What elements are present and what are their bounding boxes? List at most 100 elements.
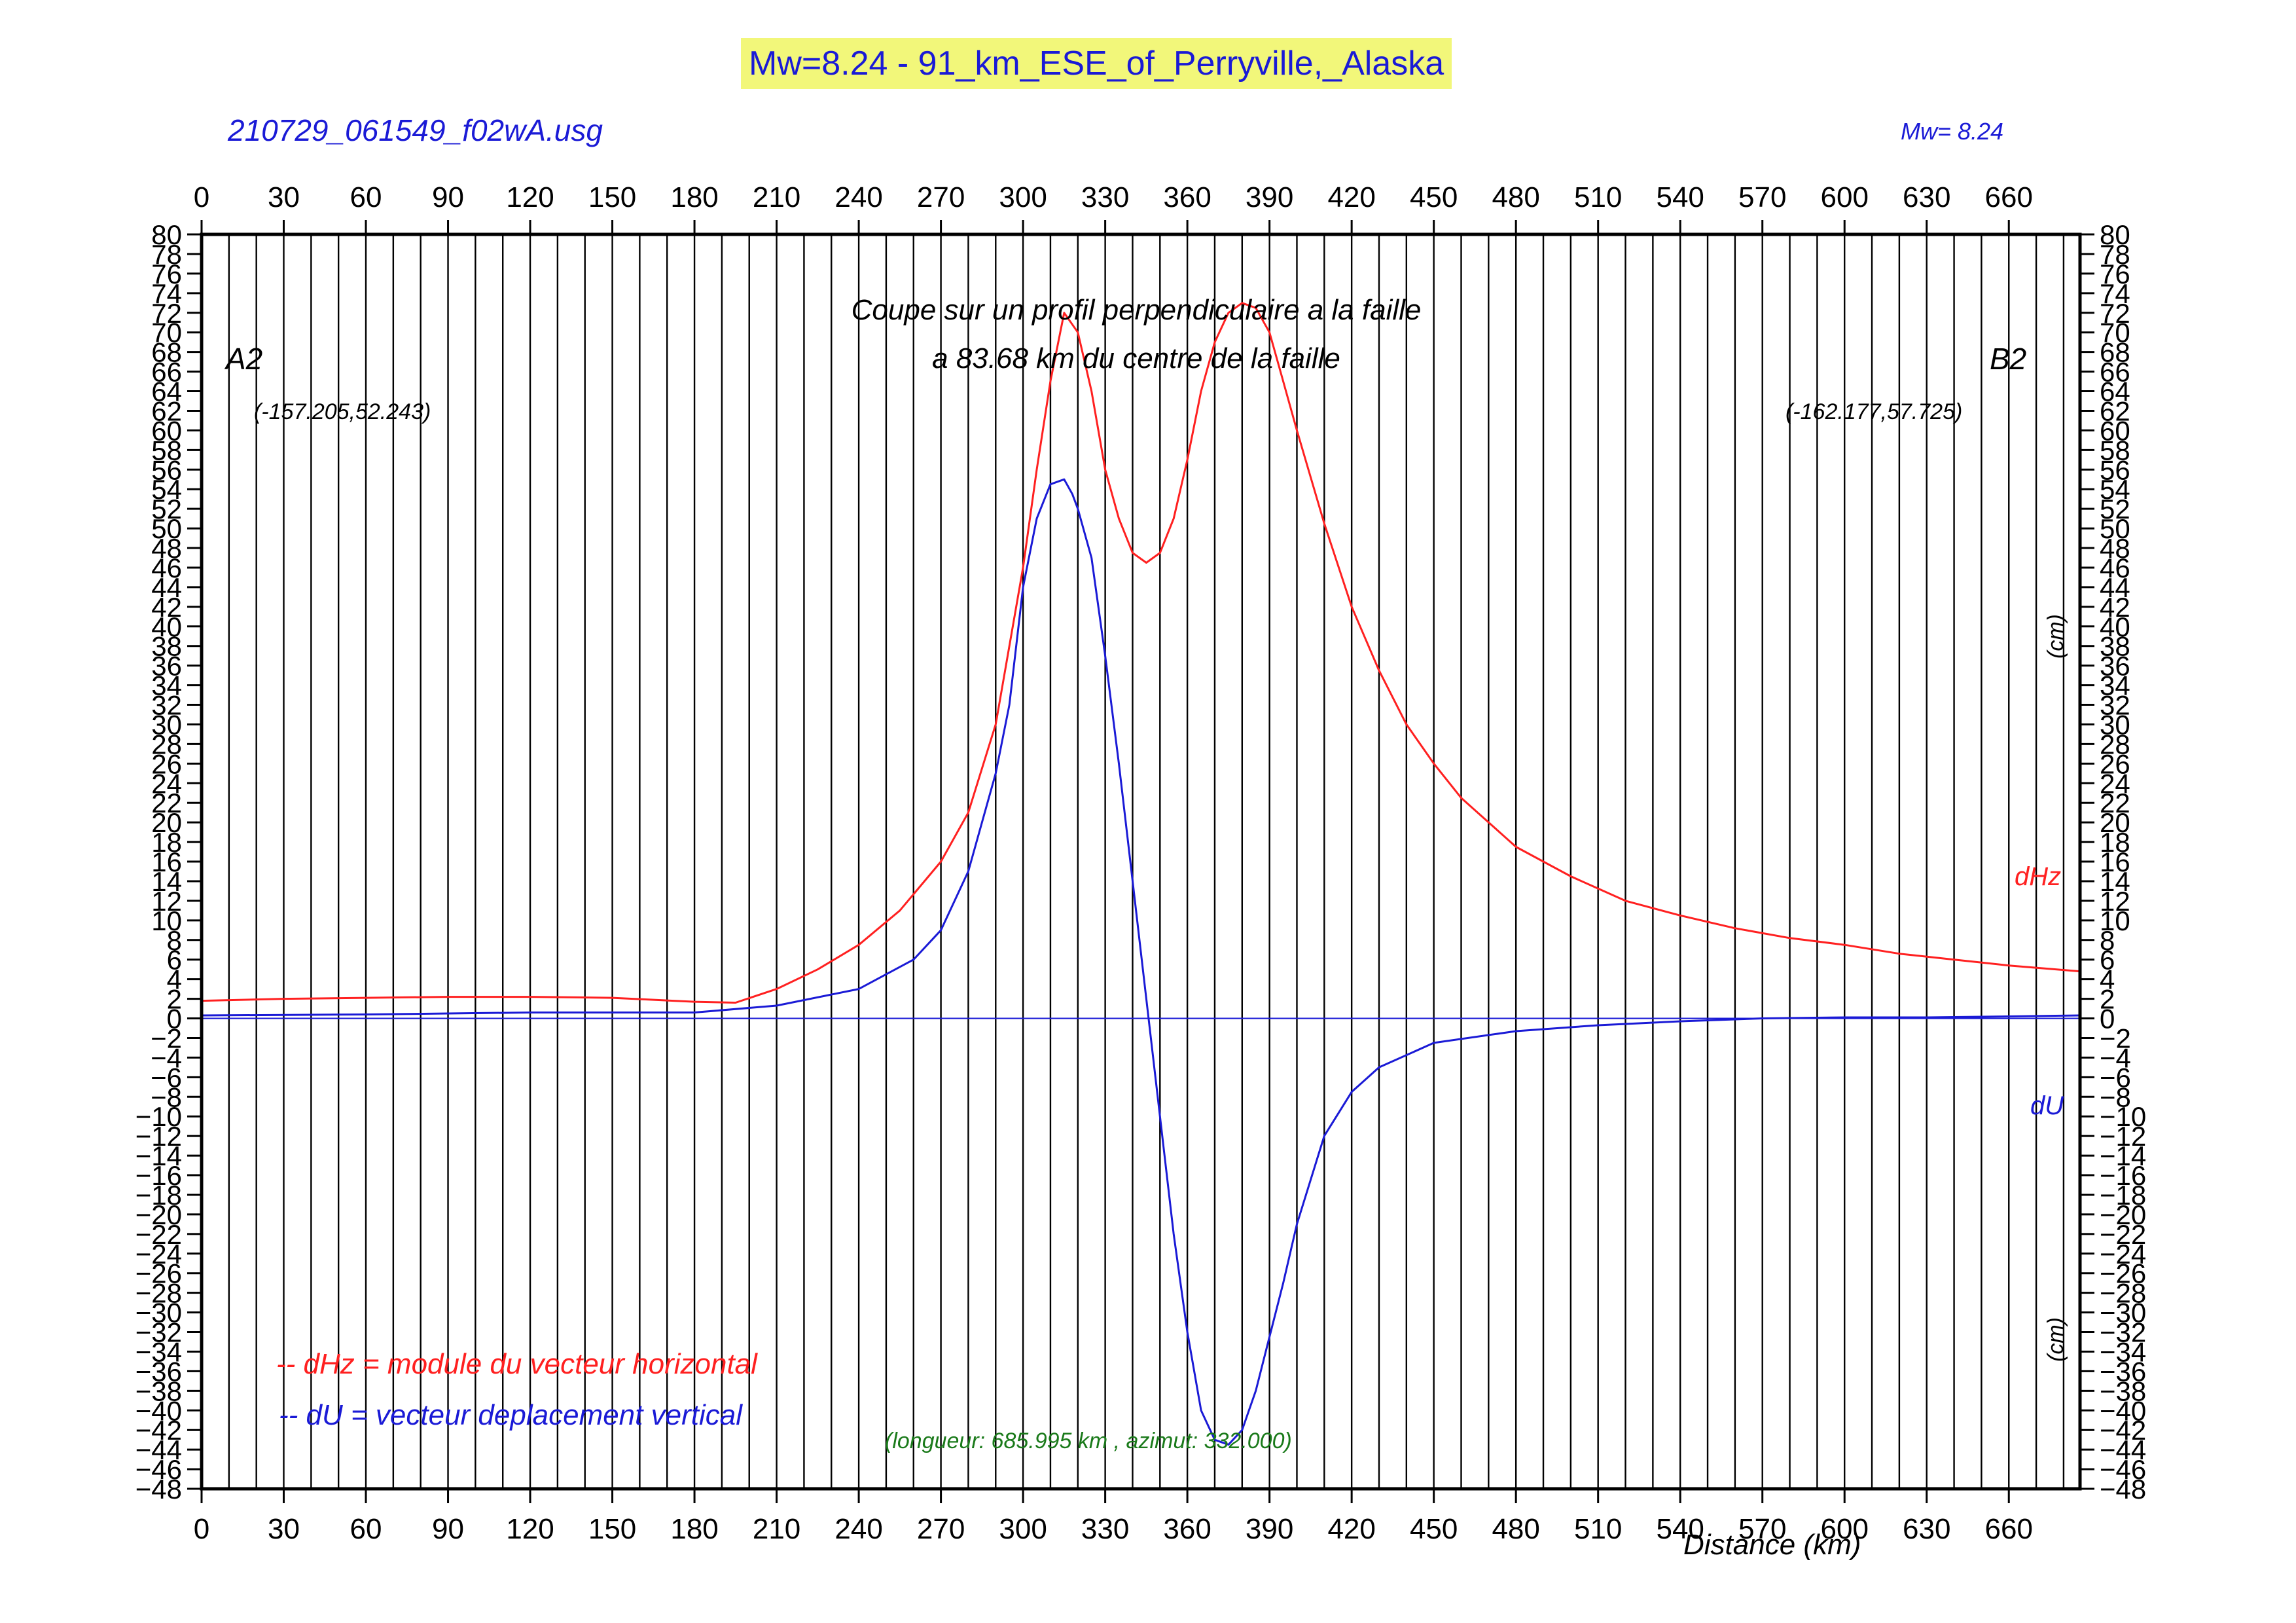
x-tick-label-bottom: 330 (1081, 1513, 1129, 1545)
y-tick-label-right: −34 (2100, 1336, 2146, 1367)
x-tick-label-bottom: 150 (588, 1513, 636, 1545)
y-tick-label-right: 68 (2100, 337, 2130, 368)
x-tick-label-top: 450 (1410, 181, 1458, 213)
y-tick-label-left: 6 (167, 945, 182, 976)
y-tick-label-right: −2 (2100, 1023, 2131, 1053)
y-tick-label-right: 14 (2100, 866, 2130, 897)
y-tick-label-left: −36 (135, 1356, 182, 1387)
y-tick-label-right: 6 (2100, 945, 2115, 976)
x-tick-label-bottom: 420 (1327, 1513, 1375, 1545)
series-label-dhz: dHz (2015, 862, 2061, 891)
y-tick-label-right: 24 (2100, 768, 2130, 799)
y-tick-label-right: −36 (2100, 1356, 2146, 1387)
y-tick-label-right: −10 (2100, 1101, 2146, 1132)
y-tick-label-right: 66 (2100, 357, 2130, 388)
y-tick-label-right: 78 (2100, 239, 2130, 270)
y-tick-label-right: 20 (2100, 807, 2130, 838)
y-tick-label-right: 70 (2100, 318, 2130, 348)
y-tick-label-right: −20 (2100, 1199, 2146, 1230)
point-a-coords: (-157.205,52.243) (254, 399, 431, 424)
x-tick-label-bottom: 540 (1656, 1513, 1704, 1545)
x-tick-label-bottom: 180 (670, 1513, 718, 1545)
x-tick-label-bottom: 210 (753, 1513, 800, 1545)
y-tick-label-right: −38 (2100, 1376, 2146, 1406)
x-tick-label-top: 540 (1656, 181, 1704, 213)
x-tick-label-top: 660 (1985, 181, 2033, 213)
x-tick-label-bottom: 30 (268, 1513, 300, 1545)
x-tick-label-bottom: 450 (1410, 1513, 1458, 1545)
y-tick-label-right: −44 (2100, 1434, 2146, 1465)
y-tick-label-right: −8 (2100, 1082, 2131, 1112)
y-tick-label-left: −40 (135, 1395, 182, 1426)
x-tick-label-bottom: 570 (1738, 1513, 1786, 1545)
y-tick-label-left: 58 (151, 435, 182, 465)
y-tick-label-right: 64 (2100, 376, 2130, 407)
y-tick-label-left: −34 (135, 1336, 182, 1367)
y-tick-label-right: 12 (2100, 886, 2130, 917)
file-name-label: 210729_061549_f02wA.usg (228, 113, 603, 147)
y-tick-label-right: 2 (2100, 984, 2115, 1015)
y-tick-label-right: 74 (2100, 278, 2130, 309)
y-tick-label-left: 28 (151, 729, 182, 759)
y-tick-label-left: 12 (151, 886, 182, 917)
x-tick-label-bottom: 270 (917, 1513, 965, 1545)
y-tick-label-right: −48 (2100, 1474, 2146, 1504)
y-tick-label-left: −44 (135, 1434, 182, 1465)
x-tick-label-bottom: 660 (1985, 1513, 2033, 1545)
grid-layer (202, 234, 2080, 1489)
y-tick-label-left: 56 (151, 454, 182, 485)
y-tick-label-left: 4 (167, 964, 182, 995)
legend-dhz: -- dHz = module du vecteur horizontal (276, 1348, 758, 1380)
x-tick-label-top: 390 (1246, 181, 1293, 213)
y-tick-label-right: 76 (2100, 259, 2130, 289)
y-tick-label-right: 60 (2100, 415, 2130, 446)
y-tick-label-right: −6 (2100, 1062, 2131, 1093)
y-tick-label-right: 16 (2100, 847, 2130, 877)
y-tick-label-left: 52 (151, 494, 182, 524)
y-tick-label-left: −48 (135, 1474, 182, 1504)
y-tick-label-right: 36 (2100, 651, 2130, 682)
y-tick-label-right: 40 (2100, 611, 2130, 642)
y-tick-label-left: −18 (135, 1180, 182, 1211)
x-tick-label-top: 120 (506, 181, 554, 213)
y-tick-label-right: 58 (2100, 435, 2130, 465)
y-unit-label-bottom: (cm) (2043, 1317, 2068, 1362)
plot-frame (200, 232, 2082, 1491)
series-label-du: dU (2030, 1091, 2064, 1120)
y-tick-label-left: 68 (151, 337, 182, 368)
x-tick-label-bottom: 630 (1903, 1513, 1950, 1545)
y-tick-label-right: 30 (2100, 709, 2130, 740)
y-tick-label-right: 0 (2100, 1004, 2115, 1034)
y-tick-label-left: 42 (151, 592, 182, 623)
x-tick-label-top: 150 (588, 181, 636, 213)
series-layer (201, 302, 2081, 1446)
y-tick-label-right: 26 (2100, 748, 2130, 779)
y-tick-label-right: 4 (2100, 964, 2115, 995)
legend-du: -- dU = vecteur deplacement vertical (279, 1399, 743, 1431)
x-tick-label-top: 210 (753, 181, 800, 213)
x-tick-label-top: 30 (268, 181, 300, 213)
x-tick-label-bottom: 480 (1492, 1513, 1539, 1545)
y-tick-label-left: 26 (151, 748, 182, 779)
y-tick-label-right: −40 (2100, 1395, 2146, 1426)
y-tick-label-left: 20 (151, 807, 182, 838)
x-tick-label-bottom: 510 (1574, 1513, 1622, 1545)
series-line-dhz (201, 302, 2081, 1004)
y-tick-label-right: 22 (2100, 788, 2130, 818)
y-tick-label-left: 18 (151, 827, 182, 858)
y-tick-label-right: 28 (2100, 729, 2130, 759)
page-title: Mw=8.24 - 91_km_ESE_of_Perryville,_Alask… (741, 38, 1452, 89)
x-tick-label-top: 300 (999, 181, 1047, 213)
point-a-label: A2 (224, 342, 262, 376)
x-tick-label-bottom: 360 (1163, 1513, 1211, 1545)
y-tick-label-left: 78 (151, 239, 182, 270)
y-tick-label-left: −16 (135, 1160, 182, 1191)
series-line-du (201, 478, 2081, 1446)
y-tick-label-right: 34 (2100, 670, 2130, 701)
x-tick-label-top: 510 (1574, 181, 1622, 213)
y-tick-label-left: 80 (151, 219, 182, 250)
y-tick-label-right: −18 (2100, 1180, 2146, 1211)
y-tick-label-left: −8 (151, 1082, 182, 1112)
x-tick-label-bottom: 300 (999, 1513, 1047, 1545)
